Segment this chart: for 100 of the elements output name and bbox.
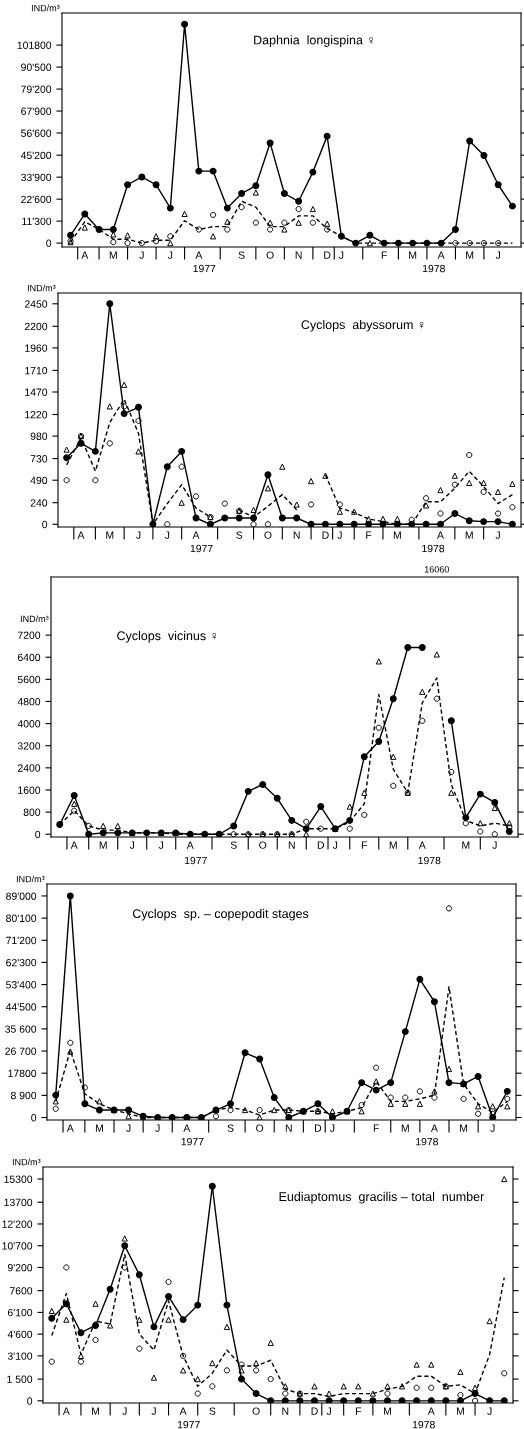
x-tick-label: A — [186, 841, 194, 849]
x-tick-label: D — [324, 251, 331, 259]
x-tick-label: F — [373, 1124, 379, 1132]
x-tick-label: J — [490, 1124, 495, 1132]
y-axis-title: IND/m³ — [20, 615, 49, 623]
x-tick-label: N — [282, 1407, 289, 1415]
y-tick-label: 1710 — [25, 366, 48, 375]
y-tick-label: 0 — [27, 1397, 33, 1405]
x-tick-label: M — [460, 1124, 468, 1132]
y-tick-label: 67'900 — [21, 107, 52, 115]
x-tick-label: M — [92, 1407, 100, 1415]
y-tick-label: 22'600 — [21, 195, 52, 204]
y-tick-label: 3'100 — [7, 1352, 33, 1360]
y-tick-label: 4800 — [17, 697, 41, 706]
y-tick-label: 13700 — [4, 1198, 33, 1207]
y-tick-label: 980 — [30, 432, 48, 440]
x-tick-label: M — [109, 251, 117, 259]
y-axis-title: IND/m³ — [16, 875, 45, 883]
y-tick-label: 0 — [35, 830, 41, 839]
y-tick-label: 44'500 — [5, 1003, 37, 1011]
x-tick-label: J — [167, 251, 173, 259]
x-tick-label: M — [106, 531, 114, 539]
x-tick-label: J — [126, 1124, 131, 1132]
y-tick-label: 0 — [46, 239, 52, 247]
y-tick-label: 35 600 — [5, 1025, 37, 1033]
y-tick-label: 240 — [30, 499, 48, 507]
y-tick-label: 0 — [42, 520, 48, 529]
text: 16060 — [424, 566, 449, 573]
x-tick-label: O — [264, 531, 272, 539]
x-tick-label: M — [383, 1407, 391, 1415]
y-tick-label: 53'400 — [6, 981, 37, 989]
x-tick-label: J — [326, 1407, 331, 1415]
y-tick-label: 730 — [30, 455, 48, 463]
x-tick-label: M — [389, 841, 397, 849]
y-tick-label: 5600 — [17, 675, 41, 684]
x-tick-label: J — [139, 251, 144, 259]
x-tick-label: A — [70, 841, 78, 849]
y-tick-label: 89'000 — [6, 892, 37, 900]
x-tick-label: D — [322, 531, 329, 539]
x-tick-label: F — [361, 841, 368, 849]
x-tick-label: S — [230, 841, 237, 849]
x-tick-label: M — [393, 531, 401, 539]
text: Cyclops sp. – copepodit stages — [132, 908, 309, 921]
x-tick-label: J — [330, 1124, 335, 1132]
x-tick-label: F — [381, 251, 387, 259]
y-tick-label: 2200 — [24, 322, 48, 331]
y-tick-label: 8 900 — [10, 1091, 37, 1100]
text: Daphnia longispina ♀ — [254, 35, 373, 47]
x-tick-label: S — [209, 1407, 216, 1415]
text: 1977 — [181, 1137, 204, 1146]
y-tick-label: 7600 — [9, 1287, 33, 1295]
x-tick-label: D — [317, 841, 325, 849]
y-tick-label: 45'200 — [20, 151, 52, 160]
x-tick-label: O — [256, 1124, 264, 1132]
y-tick-label: 11'300 — [22, 217, 52, 226]
y-tick-label: 62'300 — [6, 958, 37, 967]
text: 1978 — [412, 1420, 435, 1429]
text: 1977 — [184, 856, 207, 865]
y-tick-label: 6'100 — [7, 1308, 33, 1317]
text: 1977 — [177, 1420, 200, 1429]
x-tick-label: S — [238, 251, 245, 259]
x-tick-label: A — [427, 1407, 435, 1415]
x-tick-label: M — [456, 1407, 464, 1415]
y-tick-label: 6400 — [17, 653, 41, 662]
x-tick-label: O — [259, 841, 267, 849]
x-tick-label: J — [495, 531, 500, 539]
x-tick-label: J — [155, 1124, 160, 1132]
text: 1978 — [423, 264, 445, 273]
x-tick-label: S — [236, 531, 243, 539]
x-tick-label: M — [462, 841, 470, 849]
text: Eudiaptomus gracilis – total number — [279, 1191, 485, 1204]
y-tick-label: 490 — [30, 476, 48, 485]
x-tick-label: M — [99, 841, 107, 849]
x-tick-label: A — [183, 1124, 191, 1132]
x-tick-label: J — [487, 1407, 492, 1415]
x-tick-label: N — [293, 531, 300, 539]
x-tick-label: N — [285, 1124, 292, 1132]
x-tick-label: J — [492, 841, 497, 849]
y-tick-label: 33'900 — [21, 173, 52, 182]
y-tick-label: 1470 — [25, 388, 48, 396]
x-tick-label: F — [366, 531, 372, 539]
x-tick-label: J — [164, 531, 170, 539]
y-tick-label: 7200 — [17, 631, 41, 639]
y-axis-title: IND/m³ — [27, 284, 56, 292]
y-tick-label: 101800 — [17, 41, 52, 49]
y-tick-label: 4000 — [17, 720, 41, 728]
x-tick-label: M — [409, 251, 417, 259]
y-tick-label: 3200 — [17, 742, 41, 750]
x-tick-label: A — [77, 531, 85, 539]
y-tick-label: 80'100 — [6, 914, 37, 922]
y-tick-label: 10'700 — [2, 1242, 33, 1250]
y-tick-label: 17800 — [8, 1069, 37, 1078]
y-tick-label: 71'200 — [6, 936, 37, 945]
x-tick-label: N — [295, 251, 302, 259]
x-tick-label: J — [129, 841, 135, 849]
y-tick-label: 56'600 — [21, 129, 52, 137]
y-axis-title: IND/m³ — [12, 1158, 41, 1166]
x-tick-label: S — [227, 1124, 234, 1132]
text: Cyclops vicinus ♀ — [117, 630, 217, 643]
x-tick-label: M — [401, 1124, 409, 1132]
